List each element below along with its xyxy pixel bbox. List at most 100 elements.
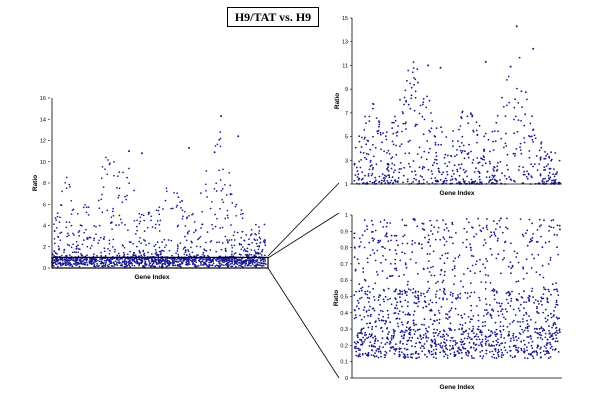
data-point <box>391 140 394 143</box>
data-point <box>188 253 191 256</box>
data-point <box>417 294 420 297</box>
data-point <box>436 162 438 165</box>
data-point <box>487 311 489 314</box>
data-point <box>61 259 64 261</box>
data-point <box>382 246 384 248</box>
data-point <box>374 352 376 354</box>
data-point <box>478 224 481 227</box>
data-point <box>544 332 547 335</box>
data-point <box>500 333 503 336</box>
data-point <box>430 170 433 173</box>
data-point <box>75 240 78 243</box>
data-point <box>476 328 479 330</box>
data-point <box>533 327 536 330</box>
data-point <box>107 259 110 261</box>
y-tick-label: 0.9 <box>340 229 348 235</box>
data-point <box>233 260 236 263</box>
data-point <box>532 47 535 50</box>
data-point <box>489 313 492 316</box>
data-point <box>98 260 101 263</box>
data-point <box>114 260 117 263</box>
overview-y-label: Ratio <box>32 175 39 191</box>
data-point <box>543 181 545 184</box>
data-point <box>371 168 374 171</box>
data-point <box>391 127 394 129</box>
data-point <box>356 176 359 178</box>
data-point <box>179 242 182 244</box>
data-point <box>520 120 522 122</box>
data-point <box>504 142 507 145</box>
data-point <box>369 322 372 325</box>
data-point <box>155 251 158 253</box>
data-point <box>193 221 196 223</box>
data-point <box>438 312 441 314</box>
data-point <box>445 313 447 315</box>
data-point <box>482 263 484 266</box>
data-point <box>93 237 96 240</box>
data-point <box>469 282 472 284</box>
data-point <box>488 343 490 345</box>
data-point <box>441 254 443 257</box>
data-point <box>234 252 237 254</box>
data-point <box>461 357 463 360</box>
data-point <box>385 175 388 178</box>
data-point <box>176 261 179 263</box>
data-point <box>526 325 529 328</box>
data-point <box>407 103 410 106</box>
data-point <box>501 96 503 99</box>
data-point <box>405 224 408 227</box>
data-point <box>258 230 261 232</box>
data-point <box>363 219 366 222</box>
data-point <box>470 347 472 349</box>
data-point <box>152 261 155 263</box>
data-point <box>535 271 538 273</box>
data-point <box>246 253 249 256</box>
data-point <box>405 294 408 297</box>
data-point <box>355 305 358 308</box>
y-tick-label: 0.1 <box>340 360 348 366</box>
data-point <box>462 285 465 288</box>
data-point <box>549 336 551 338</box>
data-point <box>415 342 417 345</box>
data-point <box>549 259 552 261</box>
data-point <box>241 266 244 268</box>
data-point <box>466 292 469 294</box>
data-point <box>551 338 554 340</box>
data-point <box>75 259 78 262</box>
data-point <box>537 345 540 347</box>
data-point <box>246 264 249 267</box>
data-point <box>244 263 247 265</box>
data-point <box>386 222 389 224</box>
data-point <box>503 337 506 339</box>
data-point <box>259 257 262 260</box>
data-point <box>437 226 440 229</box>
data-point <box>240 265 243 268</box>
data-point <box>394 119 397 122</box>
data-point <box>155 254 158 257</box>
data-point <box>415 178 417 181</box>
data-point <box>427 64 430 67</box>
data-point <box>180 260 182 262</box>
data-point <box>526 319 528 322</box>
data-point <box>489 150 491 153</box>
data-point <box>500 137 503 140</box>
data-point <box>477 319 480 322</box>
data-point <box>426 95 428 98</box>
data-point <box>70 224 73 227</box>
data-point <box>550 293 552 296</box>
data-point <box>473 291 476 294</box>
data-point <box>93 258 95 261</box>
data-point <box>377 317 380 320</box>
data-point <box>472 325 475 328</box>
data-point <box>181 209 184 212</box>
data-point <box>520 340 523 343</box>
data-point <box>485 224 488 227</box>
data-point <box>395 234 398 237</box>
data-point <box>366 322 368 325</box>
data-point <box>143 258 146 261</box>
data-point <box>372 143 374 146</box>
data-point <box>500 272 502 275</box>
data-point <box>525 176 528 178</box>
data-point <box>123 253 126 256</box>
data-point <box>502 329 505 331</box>
